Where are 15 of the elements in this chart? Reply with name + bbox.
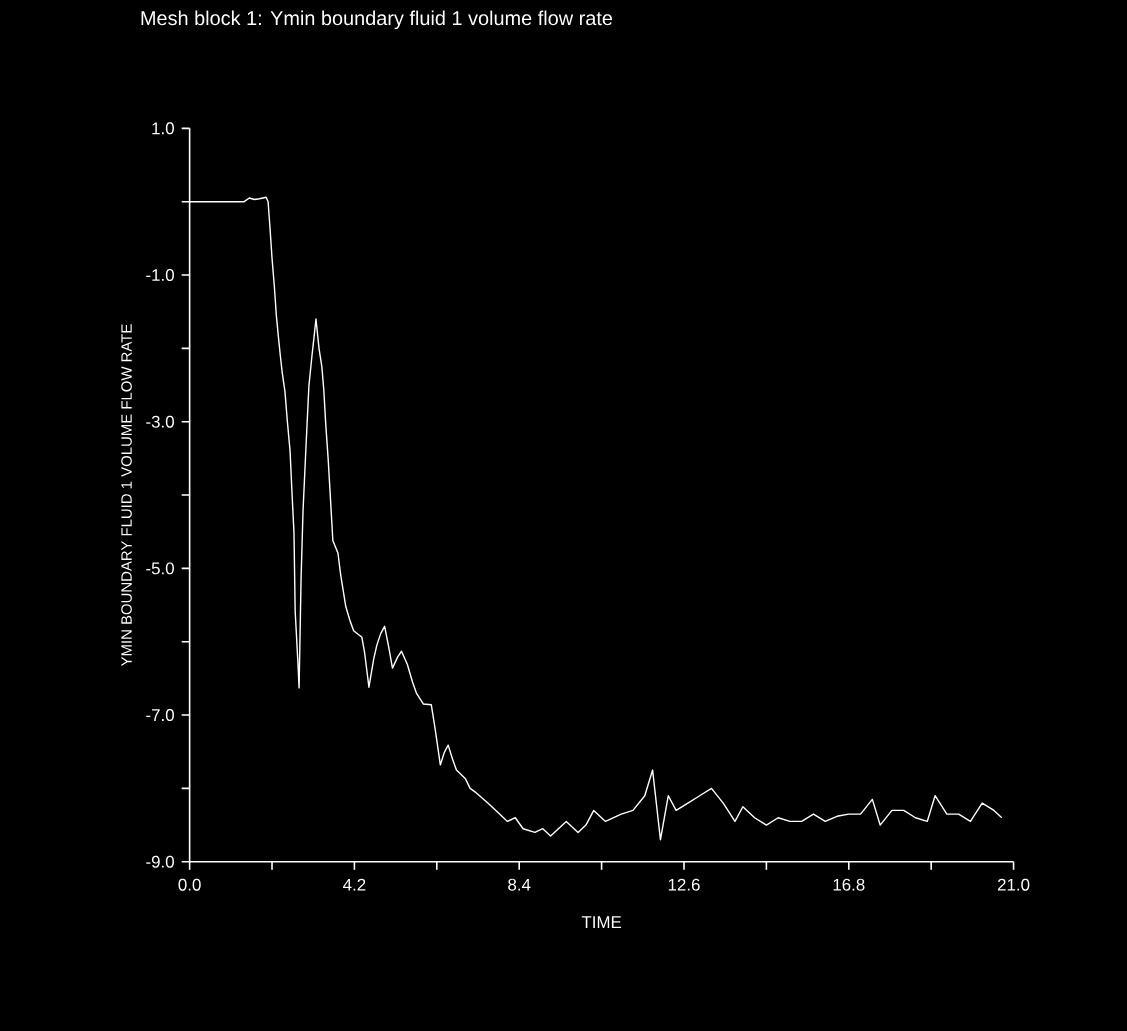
x-tick-label: 8.4 — [508, 878, 531, 891]
y-tick-label: -5.0 — [146, 562, 174, 575]
x-axis-title: TIME — [581, 916, 622, 928]
x-tick-label: 12.6 — [668, 878, 700, 891]
x-tick-label: 4.2 — [343, 878, 366, 891]
y-tick-label: -3.0 — [146, 415, 174, 428]
x-tick-label: 16.8 — [833, 878, 865, 891]
y-tick-label: -1.0 — [146, 269, 174, 282]
y-axis-title: YMIN BOUNDARY FLUID 1 VOLUME FLOW RATE — [121, 324, 132, 667]
y-tick-label: 1.0 — [152, 122, 174, 135]
chart-title: Mesh block 1: Ymin boundary fluid 1 volume flow rate — [141, 10, 613, 30]
y-tick-label: -9.0 — [146, 855, 174, 868]
x-tick-label: 21.0 — [997, 878, 1030, 891]
x-tick-label: 0.0 — [178, 878, 201, 891]
y-tick-label: -7.0 — [146, 709, 174, 722]
